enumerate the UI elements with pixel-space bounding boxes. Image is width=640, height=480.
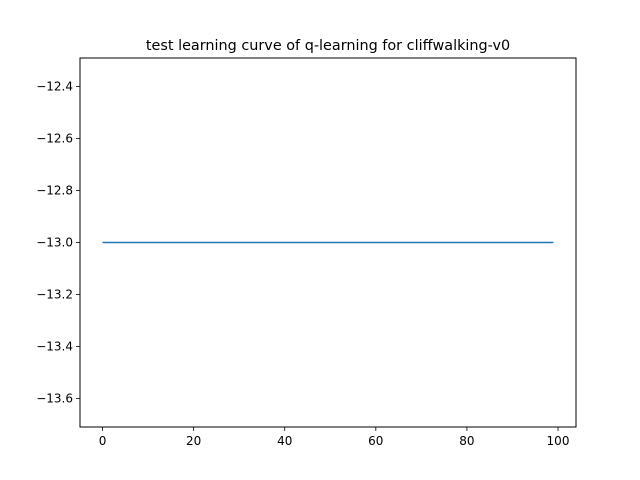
chart-title: test learning curve of q-learning for cl… xyxy=(146,38,510,54)
y-axis: −12.4 −12.6 −12.8 −13.0 −13.2 −13.4 −13.6 xyxy=(36,80,80,405)
y-tick-label: −12.6 xyxy=(36,132,73,146)
x-axis: 0 20 40 60 80 100 xyxy=(99,427,570,448)
y-tick-label: −13.0 xyxy=(36,236,73,250)
x-tick-label: 80 xyxy=(459,434,474,448)
x-tick-label: 40 xyxy=(277,434,292,448)
y-tick-label: −13.6 xyxy=(36,391,73,405)
x-tick-label: 0 xyxy=(99,434,107,448)
y-tick-label: −13.2 xyxy=(36,287,73,301)
y-tick-label: −12.4 xyxy=(36,80,73,94)
y-tick-label: −12.8 xyxy=(36,184,73,198)
x-tick-label: 20 xyxy=(186,434,201,448)
x-tick-label: 60 xyxy=(368,434,383,448)
y-tick-label: −13.4 xyxy=(36,339,73,353)
x-tick-label: 100 xyxy=(547,434,570,448)
